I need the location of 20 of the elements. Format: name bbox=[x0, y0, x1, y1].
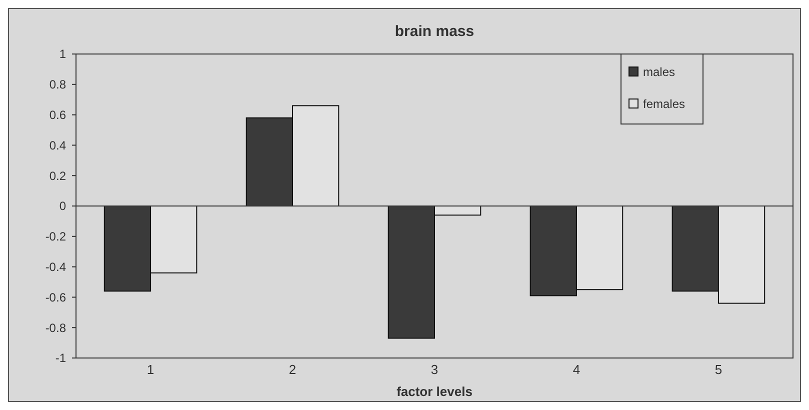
x-axis-title: factor levels bbox=[396, 384, 472, 399]
y-tick-label: 0.6 bbox=[49, 108, 66, 122]
x-tick-label: 3 bbox=[430, 362, 438, 377]
x-tick-label: 2 bbox=[288, 362, 296, 377]
y-tick-label: -1 bbox=[55, 351, 66, 366]
x-tick-label: 1 bbox=[146, 362, 154, 377]
y-tick-label: 0.2 bbox=[49, 168, 66, 183]
y-tick-label: 0.4 bbox=[49, 138, 66, 152]
y-tick-label: -0.4 bbox=[45, 260, 66, 274]
x-tick-label: 5 bbox=[714, 362, 722, 377]
x-tick-label: 4 bbox=[572, 362, 580, 377]
y-tick-label: -0.8 bbox=[45, 320, 66, 335]
y-tick-label: 0.8 bbox=[49, 78, 66, 92]
legend-label: males bbox=[643, 65, 676, 80]
y-tick-label: -0.2 bbox=[45, 230, 66, 244]
y-tick-label: 0 bbox=[59, 199, 66, 214]
legend-label: females bbox=[643, 97, 686, 112]
y-tick-label: -0.6 bbox=[45, 290, 66, 304]
chart-title: brain mass bbox=[394, 23, 474, 40]
y-tick-label: 1 bbox=[59, 47, 66, 62]
